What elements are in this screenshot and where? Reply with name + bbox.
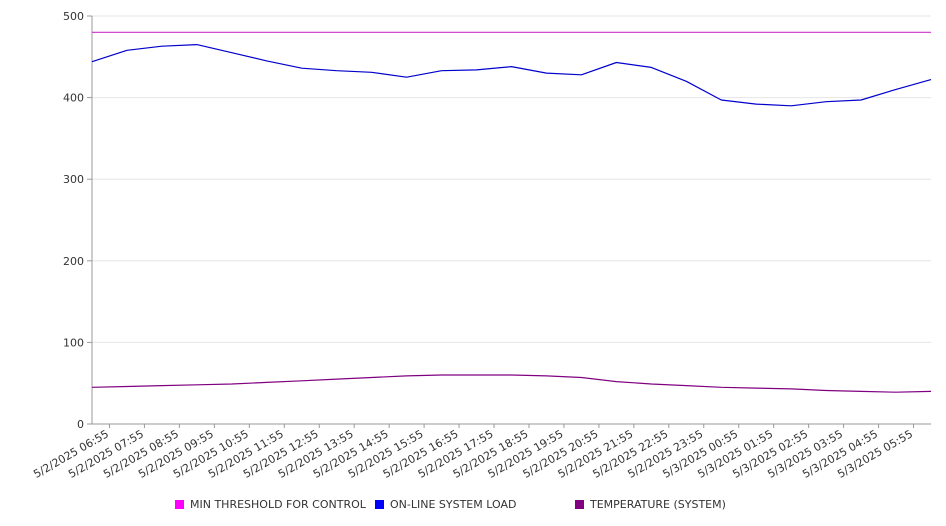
legend-label-system-load: ON-LINE SYSTEM LOAD [390,498,517,511]
legend-label-temperature: TEMPERATURE (SYSTEM) [590,498,726,511]
y-gridlines [92,15,931,343]
legend-swatch-min-threshold [175,500,184,509]
y-tick-label: 200 [63,255,84,268]
y-tick-label: 300 [63,173,84,186]
series-lines [91,31,932,393]
legend-item-temperature[interactable]: TEMPERATURE (SYSTEM) [575,498,726,511]
y-axis-ticks: 0 100 200 300 400 500 [63,10,92,431]
legend-swatch-temperature [575,500,584,509]
axes [91,16,931,425]
y-tick-label: 400 [63,92,84,105]
legend-label-min-threshold: MIN THRESHOLD FOR CONTROL [190,498,366,511]
legend-item-system-load[interactable]: ON-LINE SYSTEM LOAD [375,498,516,511]
chart-legend: MIN THRESHOLD FOR CONTROL ON-LINE SYSTEM… [0,498,946,518]
y-tick-label: 100 [63,336,84,349]
y-tick-label: 0 [77,418,84,431]
legend-item-min-threshold[interactable]: MIN THRESHOLD FOR CONTROL [175,498,366,511]
y-tick-label: 500 [63,10,84,23]
series-line-system-load [91,43,932,107]
series-line-temperature [91,374,932,393]
legend-swatch-system-load [375,500,384,509]
x-axis-ticks: 5/2/2025 06:555/2/2025 07:555/2/2025 08:… [31,424,915,481]
